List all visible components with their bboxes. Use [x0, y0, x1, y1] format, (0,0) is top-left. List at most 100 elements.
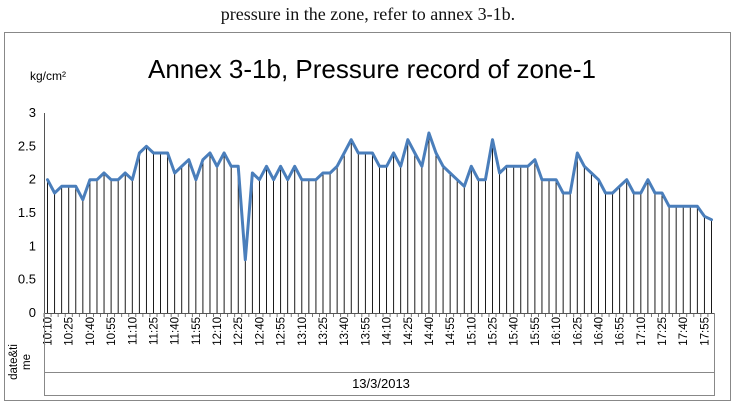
data-point — [512, 165, 515, 168]
data-point — [124, 171, 127, 175]
data-point — [222, 151, 226, 155]
data-point — [81, 198, 85, 201]
data-point — [265, 165, 268, 168]
data-point — [625, 178, 628, 181]
data-point — [131, 178, 134, 181]
data-point — [406, 138, 409, 141]
data-point — [434, 151, 438, 155]
data-point — [286, 178, 289, 181]
data-point — [102, 171, 106, 175]
x-tick-label: 15:25 — [488, 317, 500, 346]
x-axis-group-label: 13/3/2013 — [352, 376, 410, 391]
data-point — [576, 151, 579, 155]
data-point — [307, 178, 311, 181]
x-tick-label: 10:40 — [85, 317, 97, 346]
x-tick-label: 14:10 — [382, 317, 394, 346]
drop-lines — [47, 133, 712, 313]
data-point — [53, 191, 56, 195]
data-point — [477, 178, 480, 181]
data-point — [74, 185, 77, 188]
x-tick-label: 12:25 — [233, 317, 245, 346]
corner-label-line1: date&ti — [8, 344, 20, 380]
data-point — [194, 178, 198, 181]
data-point — [491, 138, 494, 141]
data-point — [293, 165, 296, 168]
x-tick-label: 17:55 — [699, 317, 711, 346]
data-point — [484, 178, 487, 181]
data-point — [653, 191, 657, 195]
x-tick-label: 15:55 — [530, 317, 542, 346]
data-point — [519, 165, 522, 168]
data-point — [526, 165, 530, 168]
data-point — [251, 171, 254, 175]
data-point — [441, 165, 445, 168]
data-point — [682, 205, 685, 208]
data-point — [244, 258, 247, 261]
data-point — [639, 191, 643, 195]
x-tick-label: 10:10 — [43, 317, 55, 346]
data-point — [60, 185, 63, 188]
data-point — [335, 165, 339, 168]
chart-title: Annex 3-1b, Pressure record of zone-1 — [148, 54, 596, 84]
data-point — [597, 178, 600, 181]
data-point — [46, 178, 49, 181]
x-tick-label: 14:25 — [403, 317, 415, 346]
x-tick-label: 14:40 — [424, 317, 436, 346]
x-tick-label: 17:40 — [678, 317, 690, 346]
y-tick-label: 0 — [29, 305, 36, 320]
data-point — [279, 165, 282, 168]
x-tick-label: 11:40 — [170, 317, 182, 345]
data-point — [215, 165, 219, 168]
x-tick-label: 16:55 — [615, 317, 627, 346]
data-point — [427, 131, 431, 135]
data-point — [667, 205, 671, 208]
data-point — [173, 171, 176, 175]
data-point — [138, 151, 141, 155]
x-tick-label: 13:10 — [297, 317, 309, 346]
y-tick-label: 2 — [29, 172, 36, 187]
x-tick-label: 16:40 — [594, 317, 606, 346]
y-axis-ticks: 0 0.5 1 1.5 2 2.5 3 — [18, 105, 36, 320]
data-point — [540, 178, 544, 181]
x-tick-label: 12:55 — [276, 317, 288, 346]
data-point — [314, 178, 318, 181]
data-point — [321, 171, 325, 175]
data-point — [208, 151, 212, 155]
data-point — [590, 171, 593, 175]
y-tick-label: 1 — [29, 238, 36, 253]
data-point — [561, 191, 565, 195]
data-point — [646, 178, 650, 181]
x-tick-label: 15:40 — [509, 317, 521, 346]
x-axis-ticks: 10:10 10:25 10:40 10:55 11:10 11:25 11:40 11:55… — [43, 313, 711, 346]
data-point — [152, 151, 155, 155]
data-point — [498, 171, 501, 175]
data-point — [272, 178, 275, 181]
data-point — [201, 158, 205, 161]
x-tick-label: 16:25 — [572, 317, 584, 346]
data-point — [116, 178, 120, 181]
data-point — [632, 191, 635, 195]
data-point — [371, 151, 374, 155]
data-point — [385, 165, 388, 168]
data-point — [533, 158, 537, 161]
data-point — [569, 191, 572, 195]
x-tick-label: 13:55 — [360, 317, 372, 346]
data-point — [547, 178, 551, 181]
data-point — [159, 151, 162, 155]
data-point — [611, 191, 614, 195]
data-point — [505, 165, 508, 168]
x-tick-label: 17:25 — [657, 317, 669, 346]
y-tick-label: 0.5 — [18, 272, 36, 287]
data-point — [463, 185, 466, 188]
data-point — [470, 165, 473, 168]
data-point — [420, 165, 424, 168]
data-point — [703, 215, 706, 218]
data-point — [350, 138, 353, 141]
data-point — [674, 205, 678, 208]
data-point — [258, 178, 261, 181]
data-point — [342, 151, 346, 155]
x-tick-label: 12:10 — [212, 317, 224, 346]
data-point — [237, 165, 240, 168]
data-point — [95, 178, 99, 181]
